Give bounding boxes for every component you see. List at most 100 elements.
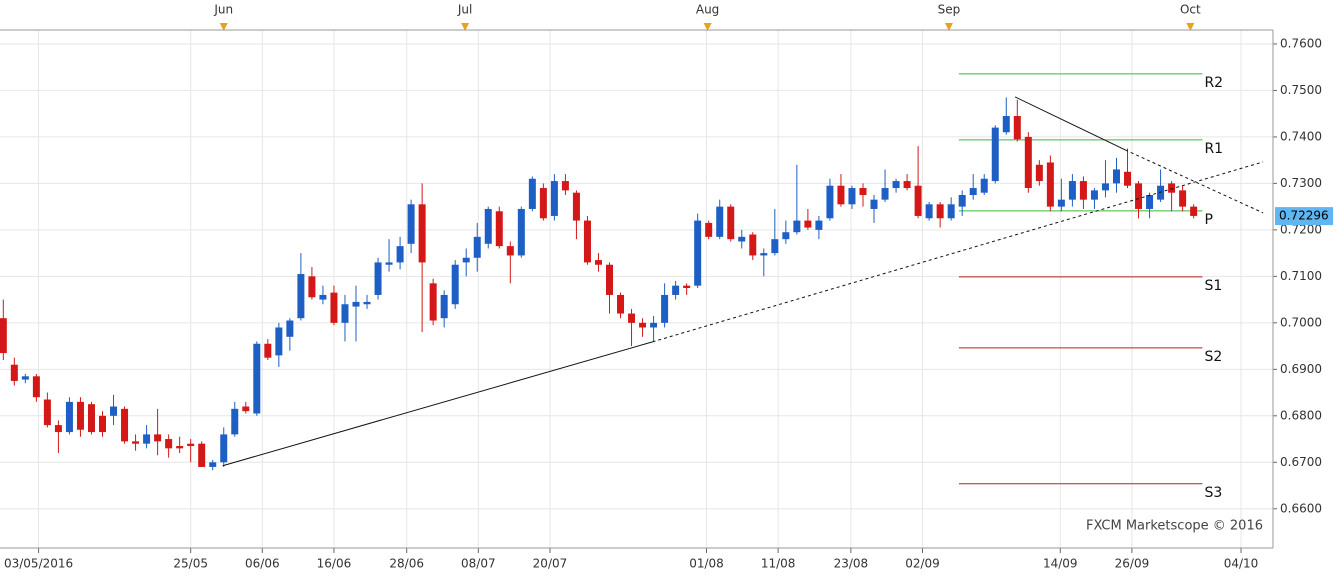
candle-body	[110, 406, 118, 416]
candle-body	[727, 206, 735, 240]
candle-body	[451, 264, 459, 305]
candle-body	[1046, 162, 1054, 207]
x-tick-label: 25/05	[173, 557, 208, 571]
candle-body	[121, 408, 129, 442]
x-tick-label: 14/09	[1043, 557, 1078, 571]
trendline	[1125, 149, 1264, 214]
candle-body	[583, 220, 591, 263]
candle-body	[936, 204, 944, 219]
candle-body	[1146, 195, 1154, 209]
candle-body	[54, 425, 62, 433]
x-tick-label: 28/06	[389, 557, 424, 571]
candle-body	[21, 376, 29, 380]
candle-body	[793, 220, 801, 233]
month-marker	[944, 23, 953, 31]
x-tick-label: 23/08	[834, 557, 869, 571]
candle-body	[1057, 199, 1065, 207]
candle-body	[892, 181, 900, 189]
candle-body	[969, 188, 977, 196]
x-tick-label: 02/09	[905, 557, 940, 571]
candle-body	[396, 246, 404, 263]
x-tick-label: 08/07	[461, 557, 496, 571]
candle-body	[165, 439, 173, 449]
candle-body	[341, 304, 349, 323]
candle-body	[32, 376, 40, 398]
candle-body	[440, 294, 448, 319]
month-label: Jun	[213, 3, 233, 17]
candle-body	[517, 208, 525, 256]
candle-body	[1035, 164, 1043, 182]
watermark: FXCM Marketscope © 2016	[1086, 519, 1263, 534]
candle-body	[694, 220, 702, 286]
candle-body	[297, 274, 305, 319]
y-tick-label: 0.7000	[1280, 315, 1322, 329]
candle-body	[980, 178, 988, 193]
candle-body	[264, 343, 272, 358]
candle-body	[0, 318, 7, 354]
candle-body	[385, 262, 393, 265]
trendline	[222, 341, 653, 467]
candle-body	[1101, 183, 1109, 191]
candle-body	[275, 327, 283, 356]
candle-body	[782, 232, 790, 240]
candle-body	[837, 185, 845, 205]
candle-body	[804, 220, 812, 228]
candle-body	[65, 401, 73, 433]
candle-body	[253, 343, 261, 414]
y-tick-label: 0.7600	[1280, 36, 1322, 50]
candle-body	[947, 204, 955, 219]
candle-body	[429, 283, 437, 321]
candle-body	[1002, 115, 1010, 133]
candle-body	[1079, 181, 1087, 200]
x-tick-label: 26/09	[1115, 557, 1150, 571]
candle-body	[705, 222, 713, 237]
y-tick-label: 0.7400	[1280, 129, 1322, 143]
candle-body	[826, 185, 834, 219]
candle-body	[550, 181, 558, 216]
candle-body	[462, 257, 470, 263]
x-tick-label: 01/08	[689, 557, 724, 571]
month-marker	[1186, 23, 1195, 31]
candle-body	[418, 204, 426, 263]
candle-body	[231, 408, 239, 435]
candle-body	[925, 204, 933, 219]
candle-body	[594, 260, 602, 265]
candle-body	[308, 276, 316, 298]
candle-body	[176, 446, 184, 449]
candle-body	[958, 195, 966, 207]
candle-body	[870, 199, 878, 209]
candle-body	[749, 234, 757, 256]
candle-body	[903, 181, 911, 189]
candle-body	[539, 188, 547, 219]
candle-body	[473, 236, 481, 258]
trendline	[1014, 96, 1126, 151]
x-tick-label: 06/06	[245, 557, 280, 571]
candle-body	[352, 301, 360, 307]
candle-body	[43, 399, 51, 426]
y-tick-label: 0.7500	[1280, 83, 1322, 97]
candle-body	[1168, 183, 1176, 193]
month-label: Oct	[1180, 3, 1201, 17]
candle-body	[132, 441, 140, 444]
candle-body	[242, 406, 250, 412]
candle-body	[363, 301, 371, 305]
candle-body	[738, 236, 746, 242]
candle-body	[10, 364, 18, 381]
month-marker	[703, 23, 712, 31]
price-tag	[1275, 207, 1333, 226]
month-label: Jul	[457, 3, 472, 17]
x-tick-label: 04/10	[1224, 557, 1259, 571]
candle-body	[87, 404, 95, 433]
y-tick-label: 0.7300	[1280, 176, 1322, 190]
trendline	[652, 161, 1264, 343]
candle-body	[286, 320, 294, 337]
candle-body	[605, 264, 613, 295]
candle-body	[1179, 190, 1187, 207]
pivot-label: S2	[1204, 349, 1222, 365]
month-marker	[461, 23, 470, 31]
candle-body	[1090, 190, 1098, 200]
candle-body	[683, 285, 691, 288]
y-tick-label: 0.6900	[1280, 362, 1322, 376]
